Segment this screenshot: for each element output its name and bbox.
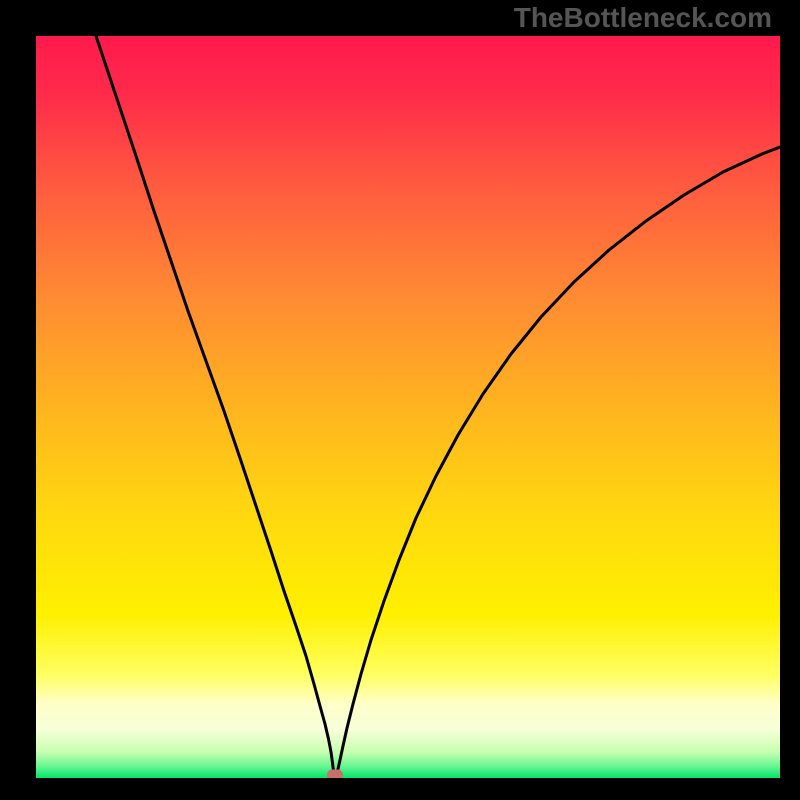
chart-background bbox=[36, 36, 780, 778]
watermark-text: TheBottleneck.com bbox=[514, 2, 772, 34]
chart-svg bbox=[36, 36, 780, 778]
optimal-marker bbox=[327, 770, 343, 779]
bottleneck-chart bbox=[36, 36, 780, 778]
